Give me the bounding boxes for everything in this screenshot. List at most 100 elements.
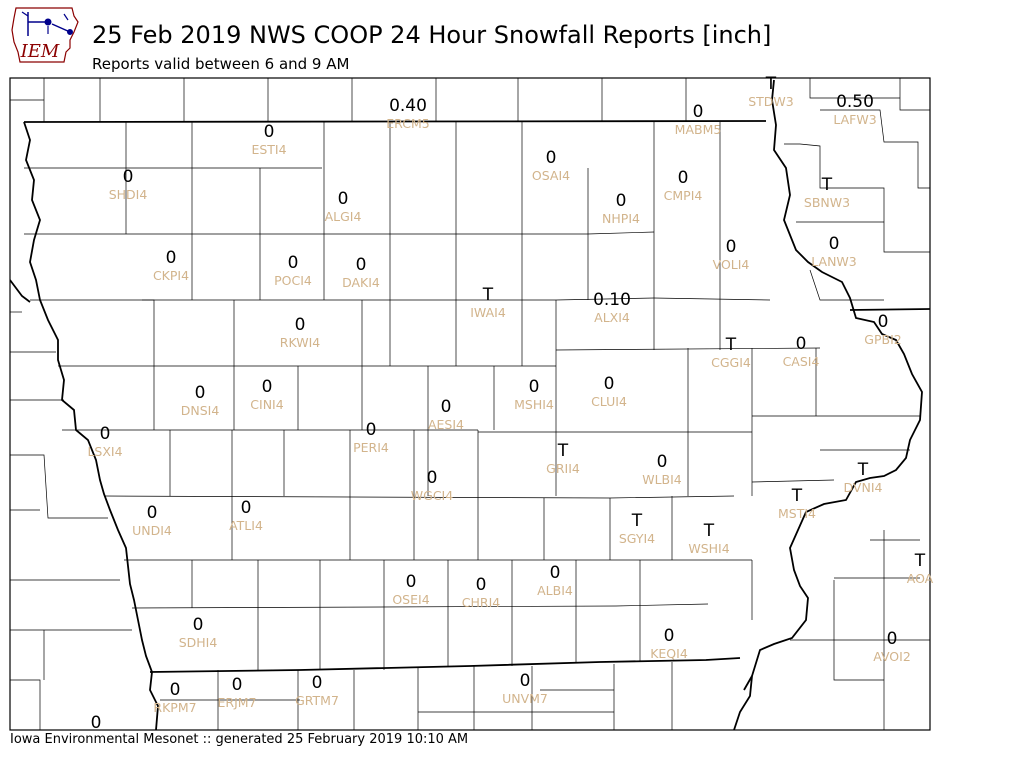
station-value: 0 — [878, 312, 889, 332]
station-value: 0 — [262, 377, 273, 397]
station-id: VOLI4 — [713, 257, 750, 272]
station-id: GPBI2 — [864, 332, 901, 347]
station-value: 0.50 — [836, 92, 874, 112]
station-id: MSHI4 — [514, 397, 554, 412]
station-id: CMPI4 — [664, 188, 703, 203]
station-value: T — [821, 175, 833, 195]
station-value: T — [914, 551, 926, 571]
station-id: ERJM7 — [217, 695, 256, 710]
station-value: 0 — [366, 420, 377, 440]
station-value: 0 — [170, 680, 181, 700]
station-id: CGGI4 — [711, 355, 751, 370]
state-borders — [10, 79, 930, 730]
station-id: DVNI4 — [844, 480, 883, 495]
station-value: T — [857, 460, 869, 480]
station-value: 0 — [195, 383, 206, 403]
station-id: SBNW3 — [804, 195, 850, 210]
station-id: GRTM7 — [295, 693, 339, 708]
station-id: CKPI4 — [153, 268, 189, 283]
station-value: T — [725, 335, 737, 355]
station-id: LANW3 — [811, 254, 856, 269]
station-value: 0 — [123, 167, 134, 187]
station-value: T — [703, 521, 715, 541]
map-frame — [9, 77, 931, 731]
station-id: LAFW3 — [833, 112, 876, 127]
station-value: T — [557, 441, 569, 461]
station-value: 0.10 — [593, 290, 631, 310]
weather-station-icon — [21, 11, 73, 36]
station-id: SDHI4 — [179, 635, 218, 650]
station-id: WLBI4 — [642, 472, 682, 487]
station-value: 0 — [356, 255, 367, 275]
station-value: T — [482, 285, 494, 305]
station-id: ERCM5 — [386, 116, 429, 131]
iem-logo: IEM — [8, 6, 80, 64]
station-unlabeled: 0 — [91, 713, 102, 733]
station-value: 0 — [796, 334, 807, 354]
station-value: 0 — [91, 713, 102, 733]
station-value: 0 — [338, 189, 349, 209]
station-value: 0 — [100, 424, 111, 444]
station-value: 0 — [529, 377, 540, 397]
station-id: GRII4 — [546, 461, 580, 476]
map-title: 25 Feb 2019 NWS COOP 24 Hour Snowfall Re… — [92, 21, 772, 49]
station-id: CLUI4 — [591, 394, 627, 409]
station-id: SGYI4 — [619, 531, 655, 546]
county-boundaries — [10, 78, 930, 730]
station-value: 0 — [147, 503, 158, 523]
station-id: POCI4 — [274, 273, 312, 288]
station-value: 0 — [288, 253, 299, 273]
station-value: 0 — [241, 498, 252, 518]
station-id: OSAI4 — [532, 168, 570, 183]
station-value: 0 — [476, 575, 487, 595]
station-id: MSTI4 — [778, 506, 816, 521]
station-id: ATLI4 — [229, 518, 263, 533]
station-id: WGCI4 — [411, 488, 453, 503]
station-value: 0 — [616, 191, 627, 211]
station-value: 0 — [264, 122, 275, 142]
station-id: AVOI2 — [873, 649, 911, 664]
station-value: T — [765, 74, 777, 94]
station-value: 0 — [312, 673, 323, 693]
station-value: 0 — [295, 315, 306, 335]
station-value: 0 — [427, 468, 438, 488]
station-id: CHRI4 — [462, 595, 500, 610]
station-id: RKPM7 — [153, 700, 196, 715]
station-id: MABM5 — [675, 122, 722, 137]
station-value: 0.40 — [389, 96, 427, 116]
station-value: 0 — [678, 168, 689, 188]
station-value: 0 — [193, 615, 204, 635]
station-id: UNVM7 — [502, 691, 548, 706]
station-value: T — [791, 486, 803, 506]
station-value: 0 — [657, 452, 668, 472]
logo-text: IEM — [20, 41, 60, 62]
station-value: T — [631, 511, 643, 531]
